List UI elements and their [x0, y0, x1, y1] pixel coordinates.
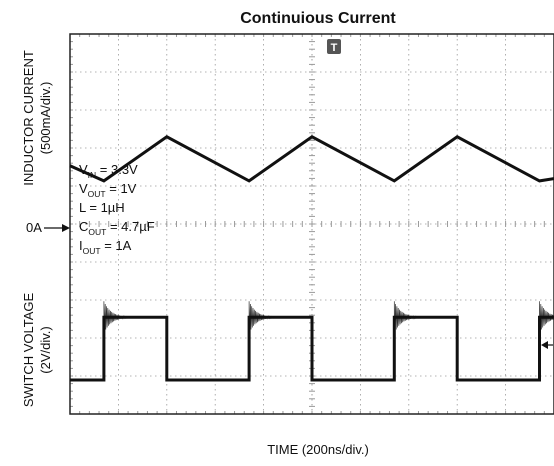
- switch-voltage-trace: [70, 315, 554, 382]
- annotation-cout: COUT = 4.7µF: [79, 219, 155, 237]
- inductor-current-trace: [69, 135, 554, 183]
- inductor-ylabel: INDUCTOR CURRENT: [21, 50, 36, 186]
- chart-title: Continuious Current: [240, 10, 396, 27]
- annotation-iout: IOUT = 1A: [79, 238, 132, 256]
- zero-amp-label: 0A: [26, 220, 42, 235]
- annotation-vin: VIN = 3.3V: [79, 162, 138, 180]
- grid: [69, 33, 554, 415]
- trigger-marker-label: T: [331, 42, 338, 54]
- switch-ringing: [393, 301, 421, 332]
- x-axis-label: TIME (200ns/div.): [267, 442, 369, 457]
- switch-ringing: [103, 301, 131, 332]
- switch-ylabel: SWITCH VOLTAGE: [21, 292, 36, 407]
- traces: [69, 135, 554, 382]
- switch-ringing: [248, 301, 276, 332]
- switch-ringing: [539, 301, 554, 332]
- switch-ylabel-scale: (2V/div.): [38, 326, 53, 373]
- annotation-l: L = 1µH: [79, 200, 125, 215]
- inductor-ylabel-scale: (500mA/div.): [38, 82, 53, 155]
- trigger-marker-icon: T: [327, 39, 341, 54]
- plot-border: [69, 33, 554, 415]
- annotation-vout: VOUT = 1V: [79, 181, 137, 199]
- zero-amp-arrow-icon: [44, 224, 70, 232]
- right-edge-arrow-icon: [541, 341, 553, 349]
